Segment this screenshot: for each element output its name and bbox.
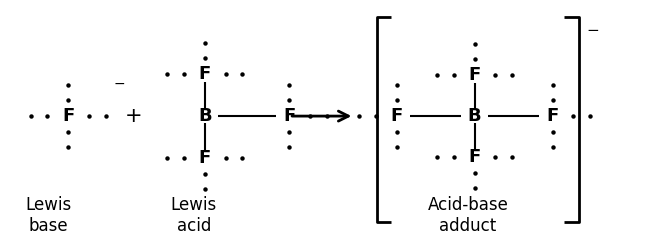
Text: F: F	[199, 65, 211, 83]
Text: Lewis
acid: Lewis acid	[170, 196, 217, 235]
Text: F: F	[283, 107, 295, 125]
Text: −: −	[113, 77, 125, 91]
Text: F: F	[391, 107, 402, 125]
Text: Lewis
base: Lewis base	[25, 196, 72, 235]
Text: +: +	[124, 106, 142, 126]
Text: F: F	[62, 107, 74, 125]
Text: F: F	[547, 107, 558, 125]
Text: F: F	[469, 148, 480, 166]
Text: F: F	[199, 149, 211, 167]
Text: −: −	[586, 23, 599, 38]
Text: B: B	[468, 107, 481, 125]
Text: B: B	[198, 107, 211, 125]
Text: F: F	[469, 66, 480, 84]
Text: Acid-base
adduct: Acid-base adduct	[428, 196, 508, 235]
